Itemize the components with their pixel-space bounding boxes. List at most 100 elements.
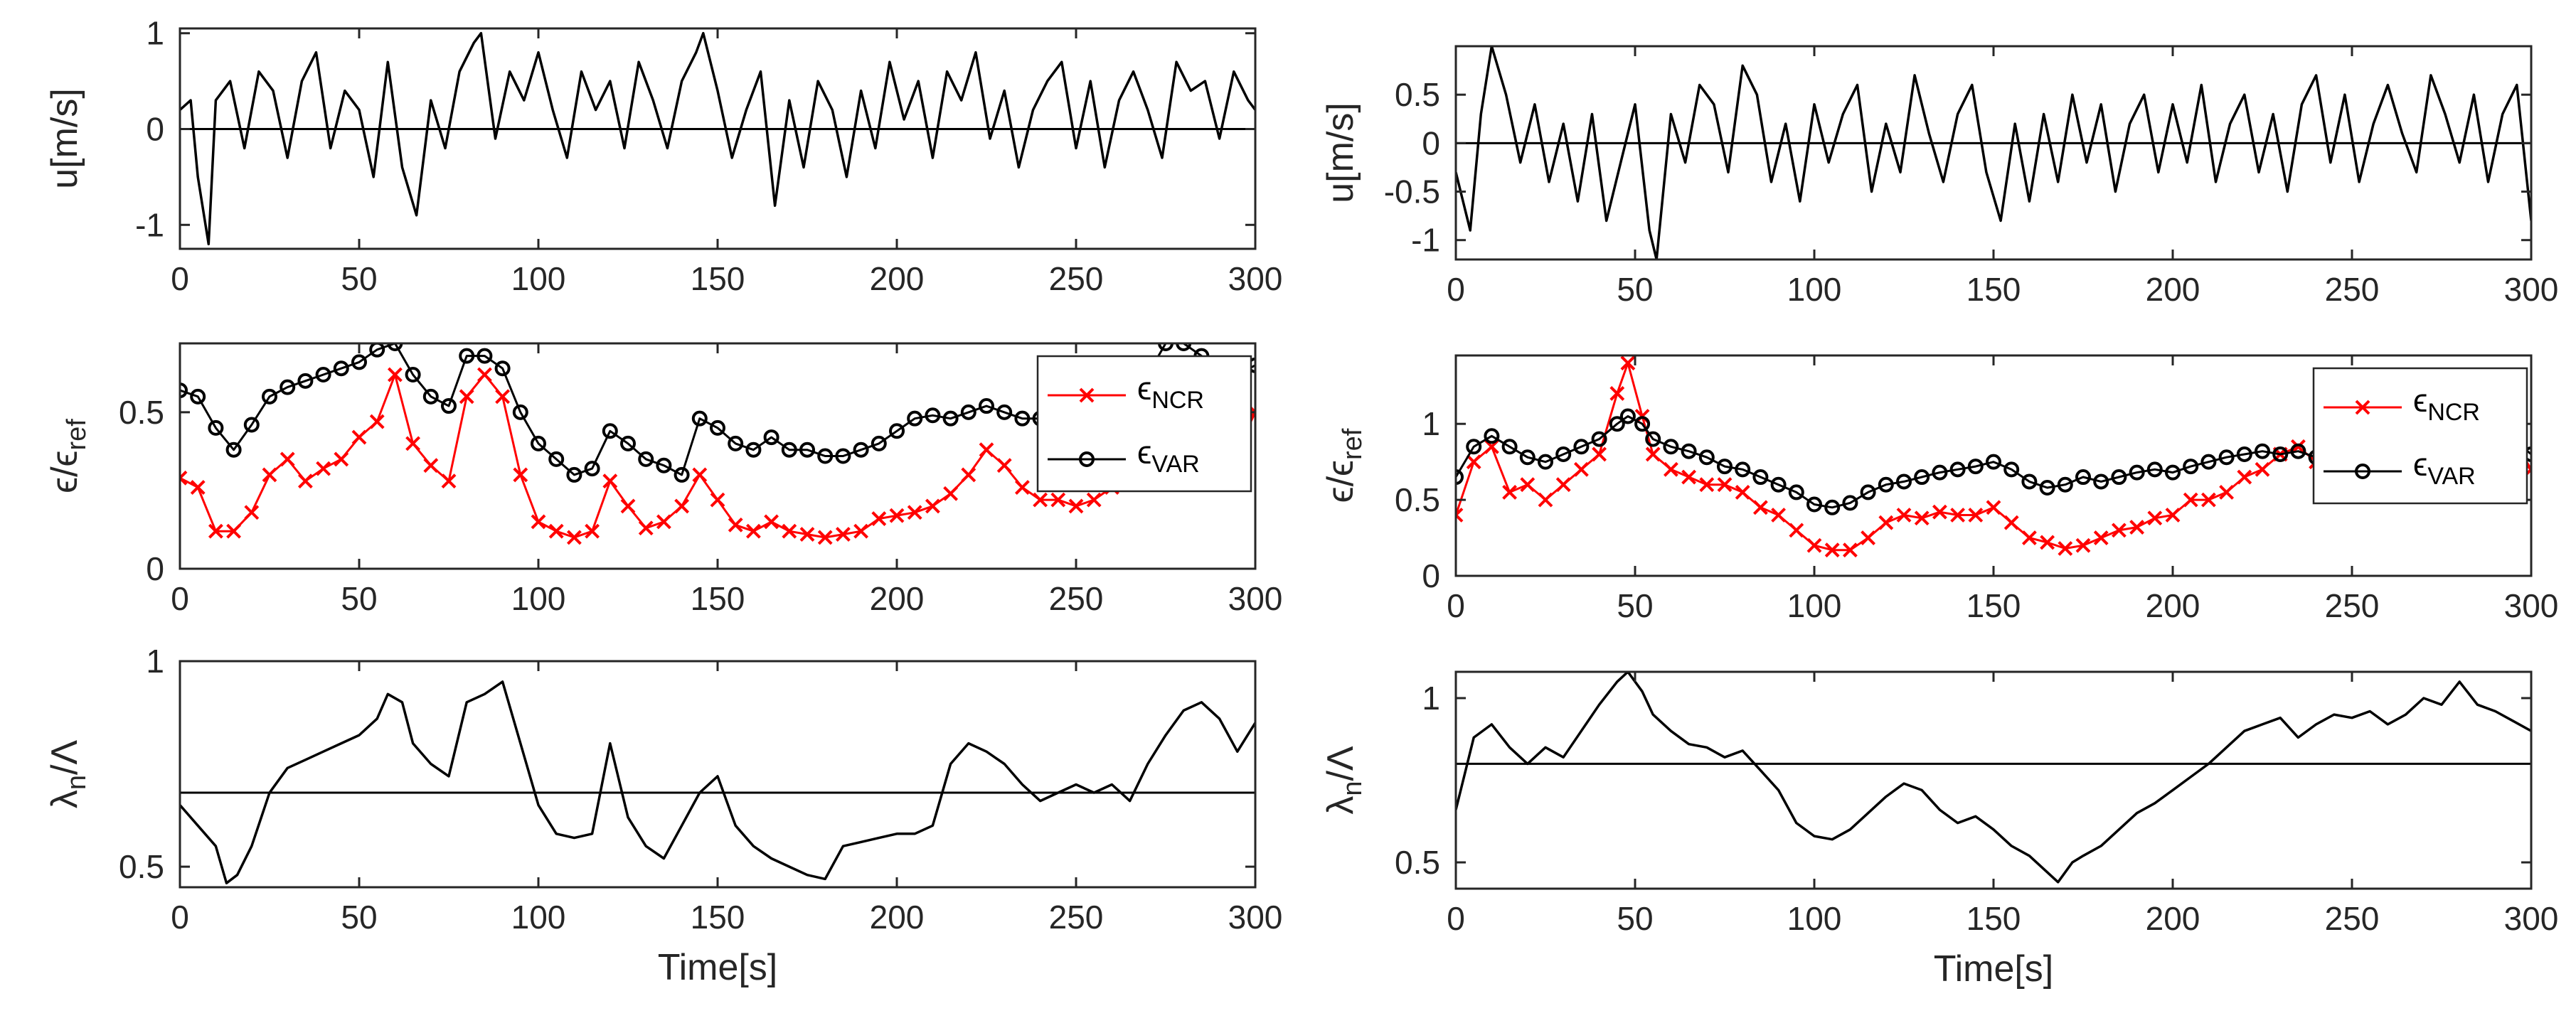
- data-point: [620, 498, 636, 514]
- x-tick-label: 0: [1447, 900, 1465, 937]
- data-point: [1014, 410, 1031, 427]
- data-point: [225, 441, 242, 458]
- y-axis-label-sub: n: [1338, 781, 1368, 796]
- legend-label: ϵNCR: [2413, 382, 2480, 426]
- series-main: [1456, 672, 2531, 884]
- y-tick-label: 1: [1422, 405, 1440, 442]
- legend-label-sub: NCR: [1151, 387, 1204, 414]
- legend-label-main: ϵ: [1137, 370, 1151, 407]
- data-point: [2165, 508, 2181, 523]
- data-point: [512, 404, 528, 420]
- data-point: [1752, 469, 1769, 486]
- data-point: [710, 419, 725, 436]
- data-point: [190, 480, 206, 495]
- x-tick-label: 100: [511, 580, 566, 617]
- data-point: [1914, 510, 1930, 526]
- x-tick-label: 150: [691, 580, 745, 617]
- x-tick-label: 50: [1617, 271, 1653, 308]
- data-point: [405, 367, 421, 383]
- x-tick-label: 300: [2504, 900, 2559, 937]
- series-line: [180, 31, 1255, 246]
- data-point: [1645, 431, 1661, 447]
- data-point: [1806, 537, 1822, 553]
- data-point: [2183, 459, 2199, 475]
- data-point: [925, 407, 941, 424]
- x-tick-label: 200: [870, 899, 925, 936]
- data-point: [1717, 459, 1733, 475]
- y-tick-label: 1: [146, 643, 164, 680]
- data-point: [1735, 484, 1750, 500]
- panel-left-bot: 0 50 100 150 200 250 300 0.5 1 λn/Λ Time[s]: [44, 643, 1282, 988]
- data-point: [1592, 446, 1607, 462]
- y-tick-label: 0.5: [1395, 76, 1440, 113]
- data-point: [208, 419, 224, 436]
- data-point: [1717, 477, 1733, 493]
- x-tick-label: 300: [1228, 899, 1283, 936]
- data-point: [2165, 464, 2181, 481]
- data-point: [2236, 446, 2252, 462]
- y-axis-label-main: λ: [1320, 796, 1361, 815]
- y-tick-label: 0: [1422, 124, 1440, 161]
- data-point: [190, 388, 206, 405]
- data-point: [2255, 443, 2270, 459]
- data-point: [2093, 473, 2109, 490]
- data-point: [180, 382, 188, 399]
- y-axis-label-main: ϵ/ϵ: [44, 450, 85, 493]
- data-point: [961, 467, 976, 483]
- data-point: [333, 360, 349, 377]
- legend-label-main: ϵ: [1137, 434, 1151, 471]
- x-tick-label: 300: [2504, 587, 2559, 624]
- y-tick-label: -1: [135, 206, 164, 243]
- data-point: [781, 441, 797, 458]
- x-tick-label: 200: [870, 260, 925, 297]
- data-point: [960, 404, 976, 420]
- data-point: [548, 523, 564, 539]
- data-point: [280, 451, 295, 467]
- data-point: [942, 410, 959, 427]
- data-point: [656, 514, 671, 530]
- data-point: [710, 492, 725, 508]
- data-point: [2200, 492, 2216, 508]
- data-point: [2057, 476, 2073, 493]
- data-point: [1949, 461, 1966, 478]
- data-point: [1681, 469, 1697, 485]
- legend-entry-var: ϵVAR: [1048, 434, 1200, 478]
- data-point: [691, 410, 708, 427]
- x-tick-label: 150: [1966, 271, 2021, 308]
- y-axis-label: u[m/s]: [44, 88, 85, 189]
- data-point: [1914, 469, 1930, 486]
- data-point: [369, 414, 385, 429]
- data-point: [2183, 492, 2198, 508]
- data-point: [494, 360, 511, 377]
- data-point: [2003, 515, 2019, 530]
- data-point: [208, 523, 223, 539]
- series-main: [180, 31, 1255, 246]
- data-point: [1698, 449, 1715, 466]
- x-axis-label: Time[s]: [1934, 948, 2054, 990]
- data-point: [728, 435, 744, 451]
- data-point: [763, 429, 779, 446]
- data-point: [1932, 464, 1948, 481]
- data-point: [459, 389, 474, 405]
- data-point: [925, 498, 940, 514]
- data-point: [602, 473, 618, 489]
- data-point: [2290, 443, 2306, 459]
- data-point: [1573, 439, 1590, 455]
- series-main: [180, 680, 1255, 884]
- data-point: [1770, 476, 1787, 493]
- x-axis-label: Time[s]: [658, 947, 778, 988]
- data-point: [799, 527, 815, 542]
- data-point: [1609, 386, 1625, 401]
- data-point: [495, 389, 511, 405]
- data-point: [351, 354, 367, 370]
- data-point: [674, 466, 690, 483]
- x-tick-label: 0: [1447, 271, 1465, 308]
- y-axis-label-main: ϵ/ϵ: [1320, 460, 1361, 503]
- data-point: [2021, 530, 2037, 545]
- data-point: [1050, 492, 1066, 508]
- data-point: [566, 466, 582, 483]
- data-point: [1824, 499, 1841, 515]
- data-point: [1619, 408, 1636, 424]
